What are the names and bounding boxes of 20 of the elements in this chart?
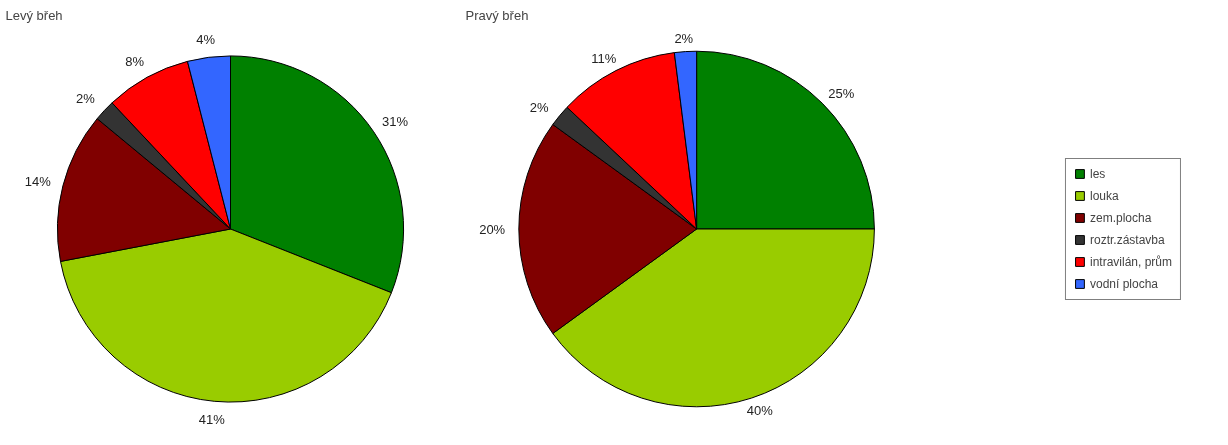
data-label: 25% <box>828 86 855 102</box>
data-label: 11% <box>591 51 617 67</box>
data-label: 14% <box>24 173 52 189</box>
data-label: 8% <box>125 53 145 69</box>
data-label: 2% <box>674 30 694 46</box>
legend-label: roztr.zástavba <box>1089 232 1165 247</box>
data-label: 2% <box>529 99 549 115</box>
chart-title: Pravý břeh <box>465 7 529 23</box>
chart-title: Levý břeh <box>5 7 63 23</box>
data-label: 4% <box>196 31 216 47</box>
legend-label: louka <box>1089 188 1119 203</box>
data-label: 20% <box>479 221 506 237</box>
legend-label: zem.plocha <box>1089 210 1152 225</box>
data-label: 40% <box>746 403 774 419</box>
data-label: 2% <box>76 90 96 106</box>
data-label: 41% <box>198 411 226 427</box>
legend-label: vodní plocha <box>1089 276 1159 291</box>
legend-label: les <box>1089 166 1107 181</box>
legend-label: intravilán, prům <box>1089 254 1172 269</box>
data-label: 31% <box>382 114 409 129</box>
